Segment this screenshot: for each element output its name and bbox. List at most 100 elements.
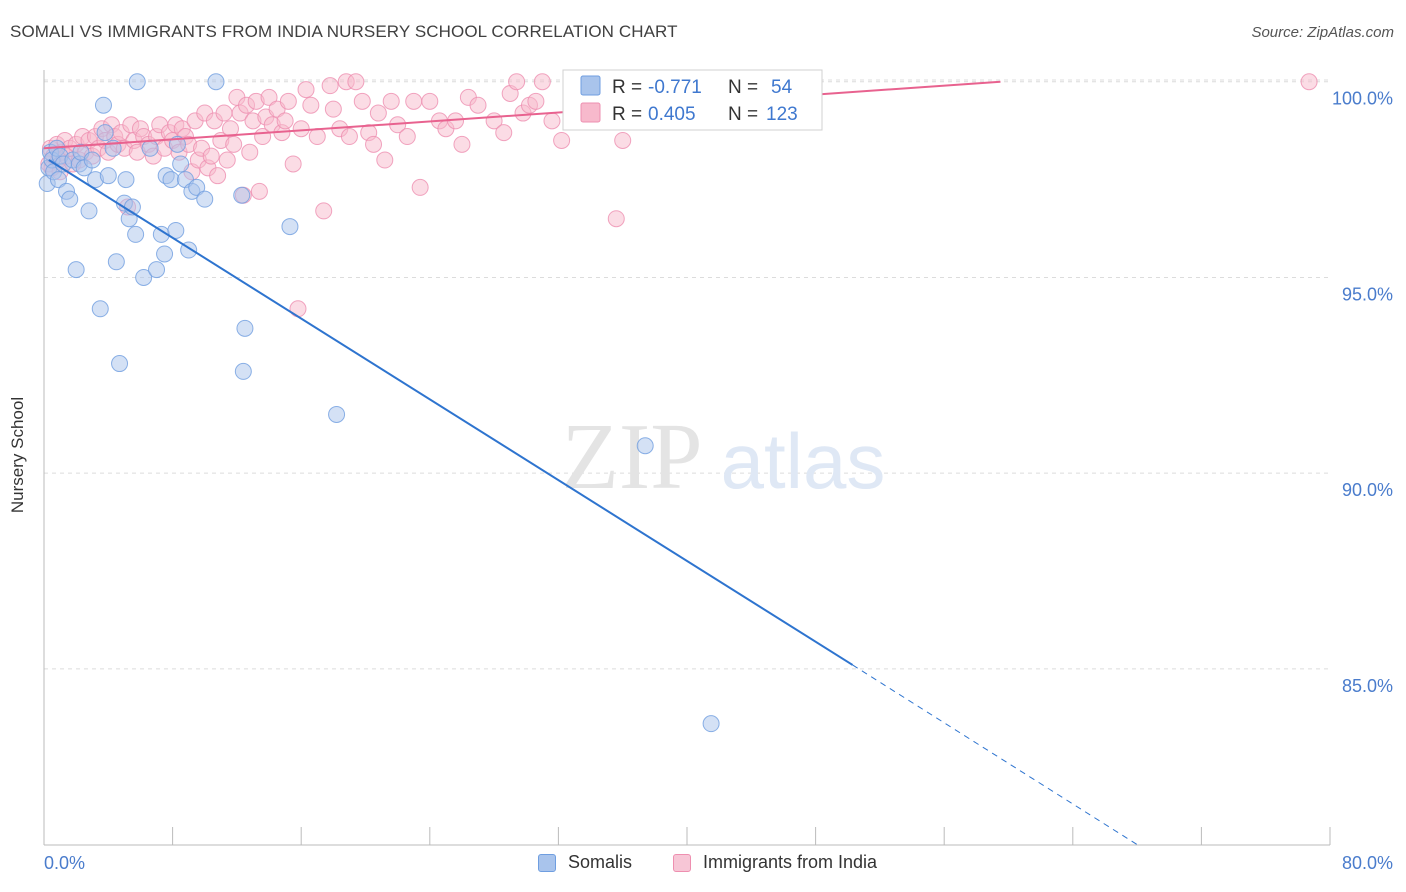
- india-point: [308, 128, 326, 146]
- india-point: [260, 88, 278, 106]
- somalis-point: [148, 261, 166, 279]
- watermark: ZIP atlas: [562, 405, 886, 509]
- somalis-point: [172, 155, 190, 173]
- somalis-point: [234, 362, 252, 380]
- india-point: [297, 81, 315, 99]
- india-point: [324, 100, 342, 118]
- somalis-point: [128, 73, 146, 91]
- india-point: [250, 182, 268, 200]
- india-point: [553, 131, 571, 149]
- india-point: [365, 135, 383, 153]
- legend-label-india: Immigrants from India: [703, 852, 878, 872]
- india-point: [215, 104, 233, 122]
- somalis-point: [328, 405, 346, 423]
- somalis-point: [117, 171, 135, 189]
- somalis-point: [96, 124, 114, 142]
- india-point: [302, 96, 320, 114]
- legend-r-label-india: R =: [612, 104, 642, 125]
- watermark-zip: ZIP: [562, 405, 703, 509]
- india-point: [209, 167, 227, 185]
- legend-box-frame: [562, 69, 823, 131]
- india-point: [421, 92, 439, 110]
- somalis-point: [67, 261, 85, 279]
- points-layer: [38, 73, 1318, 733]
- somalis-point: [111, 355, 129, 373]
- legend-box: R = -0.771 N = 54 R = 0.405 N = 123: [562, 69, 823, 131]
- chart-title: SOMALI VS IMMIGRANTS FROM INDIA NURSERY …: [10, 22, 678, 41]
- india-point: [469, 96, 487, 114]
- india-point: [353, 92, 371, 110]
- india-point: [340, 128, 358, 146]
- india-point: [495, 124, 513, 142]
- india-point: [527, 92, 545, 110]
- y-tick-label: 90.0%: [1342, 480, 1393, 500]
- legend-swatch-india-bottom: [673, 853, 691, 872]
- somalis-point: [168, 135, 186, 153]
- somalis-point: [702, 715, 720, 733]
- india-point: [405, 92, 423, 110]
- india-point: [284, 155, 302, 173]
- y-tick-label: 100.0%: [1332, 89, 1393, 109]
- somalis-point: [83, 151, 101, 169]
- legend-n-label-india: N =: [728, 104, 758, 125]
- legend-item-india: Immigrants from India: [673, 852, 877, 873]
- axes-layer: [43, 70, 1331, 846]
- india-point: [276, 112, 294, 130]
- somalis-point: [196, 190, 214, 208]
- somalis-point: [207, 73, 225, 91]
- somalis-point: [127, 225, 145, 243]
- india-point: [241, 143, 259, 161]
- somalis-point: [135, 268, 153, 286]
- y-tick-label: 95.0%: [1342, 284, 1393, 304]
- somalis-point: [233, 186, 251, 204]
- india-point: [321, 77, 339, 95]
- legend-r-value-india: 0.405: [648, 104, 696, 125]
- legend-r-value-somalis: -0.771: [648, 77, 702, 98]
- india-point: [202, 147, 220, 165]
- india-point: [218, 151, 236, 169]
- india-point: [411, 178, 429, 196]
- legend-swatch-somalis-bottom: [538, 853, 556, 872]
- somalis-point: [156, 245, 174, 263]
- somalis-point: [91, 300, 109, 318]
- somalis-point: [162, 171, 180, 189]
- india-trend-line: [43, 80, 1001, 150]
- source-label: Source: ZipAtlas.com: [1251, 24, 1394, 41]
- somalis-point: [636, 437, 654, 455]
- india-point: [225, 135, 243, 153]
- somalis-point: [94, 96, 112, 114]
- somalis-trend-line: [48, 159, 854, 666]
- legend-n-label-somalis: N =: [728, 77, 758, 98]
- y-tick-label: 85.0%: [1342, 676, 1393, 696]
- india-point: [1300, 73, 1318, 91]
- legend-n-value-somalis: 54: [771, 77, 793, 98]
- india-point: [347, 73, 365, 91]
- somalis-trend-extension: [852, 664, 1139, 846]
- india-point: [292, 120, 310, 138]
- india-point: [279, 92, 297, 110]
- legend-item-somalis: Somalis: [538, 852, 632, 873]
- india-point: [543, 112, 561, 130]
- india-point: [376, 151, 394, 169]
- x-tick-label: 0.0%: [44, 853, 85, 873]
- india-point: [369, 104, 387, 122]
- somalis-point: [49, 171, 67, 189]
- india-point: [614, 131, 632, 149]
- somalis-point: [167, 221, 185, 239]
- legend-label-somalis: Somalis: [568, 852, 633, 872]
- somalis-point: [99, 167, 117, 185]
- somalis-point: [107, 253, 125, 271]
- india-point: [382, 92, 400, 110]
- somalis-point: [61, 190, 79, 208]
- india-point: [533, 73, 551, 91]
- somalis-point: [236, 319, 254, 337]
- legend-n-value-india: 123: [766, 104, 798, 125]
- india-point: [607, 210, 625, 228]
- trend-layer: [43, 80, 1139, 846]
- legend-swatch-india: [580, 102, 601, 123]
- india-point: [508, 73, 526, 91]
- bottom-legend: Somalis Immigrants from India: [0, 852, 1406, 878]
- india-point: [453, 135, 471, 153]
- india-point: [398, 128, 416, 146]
